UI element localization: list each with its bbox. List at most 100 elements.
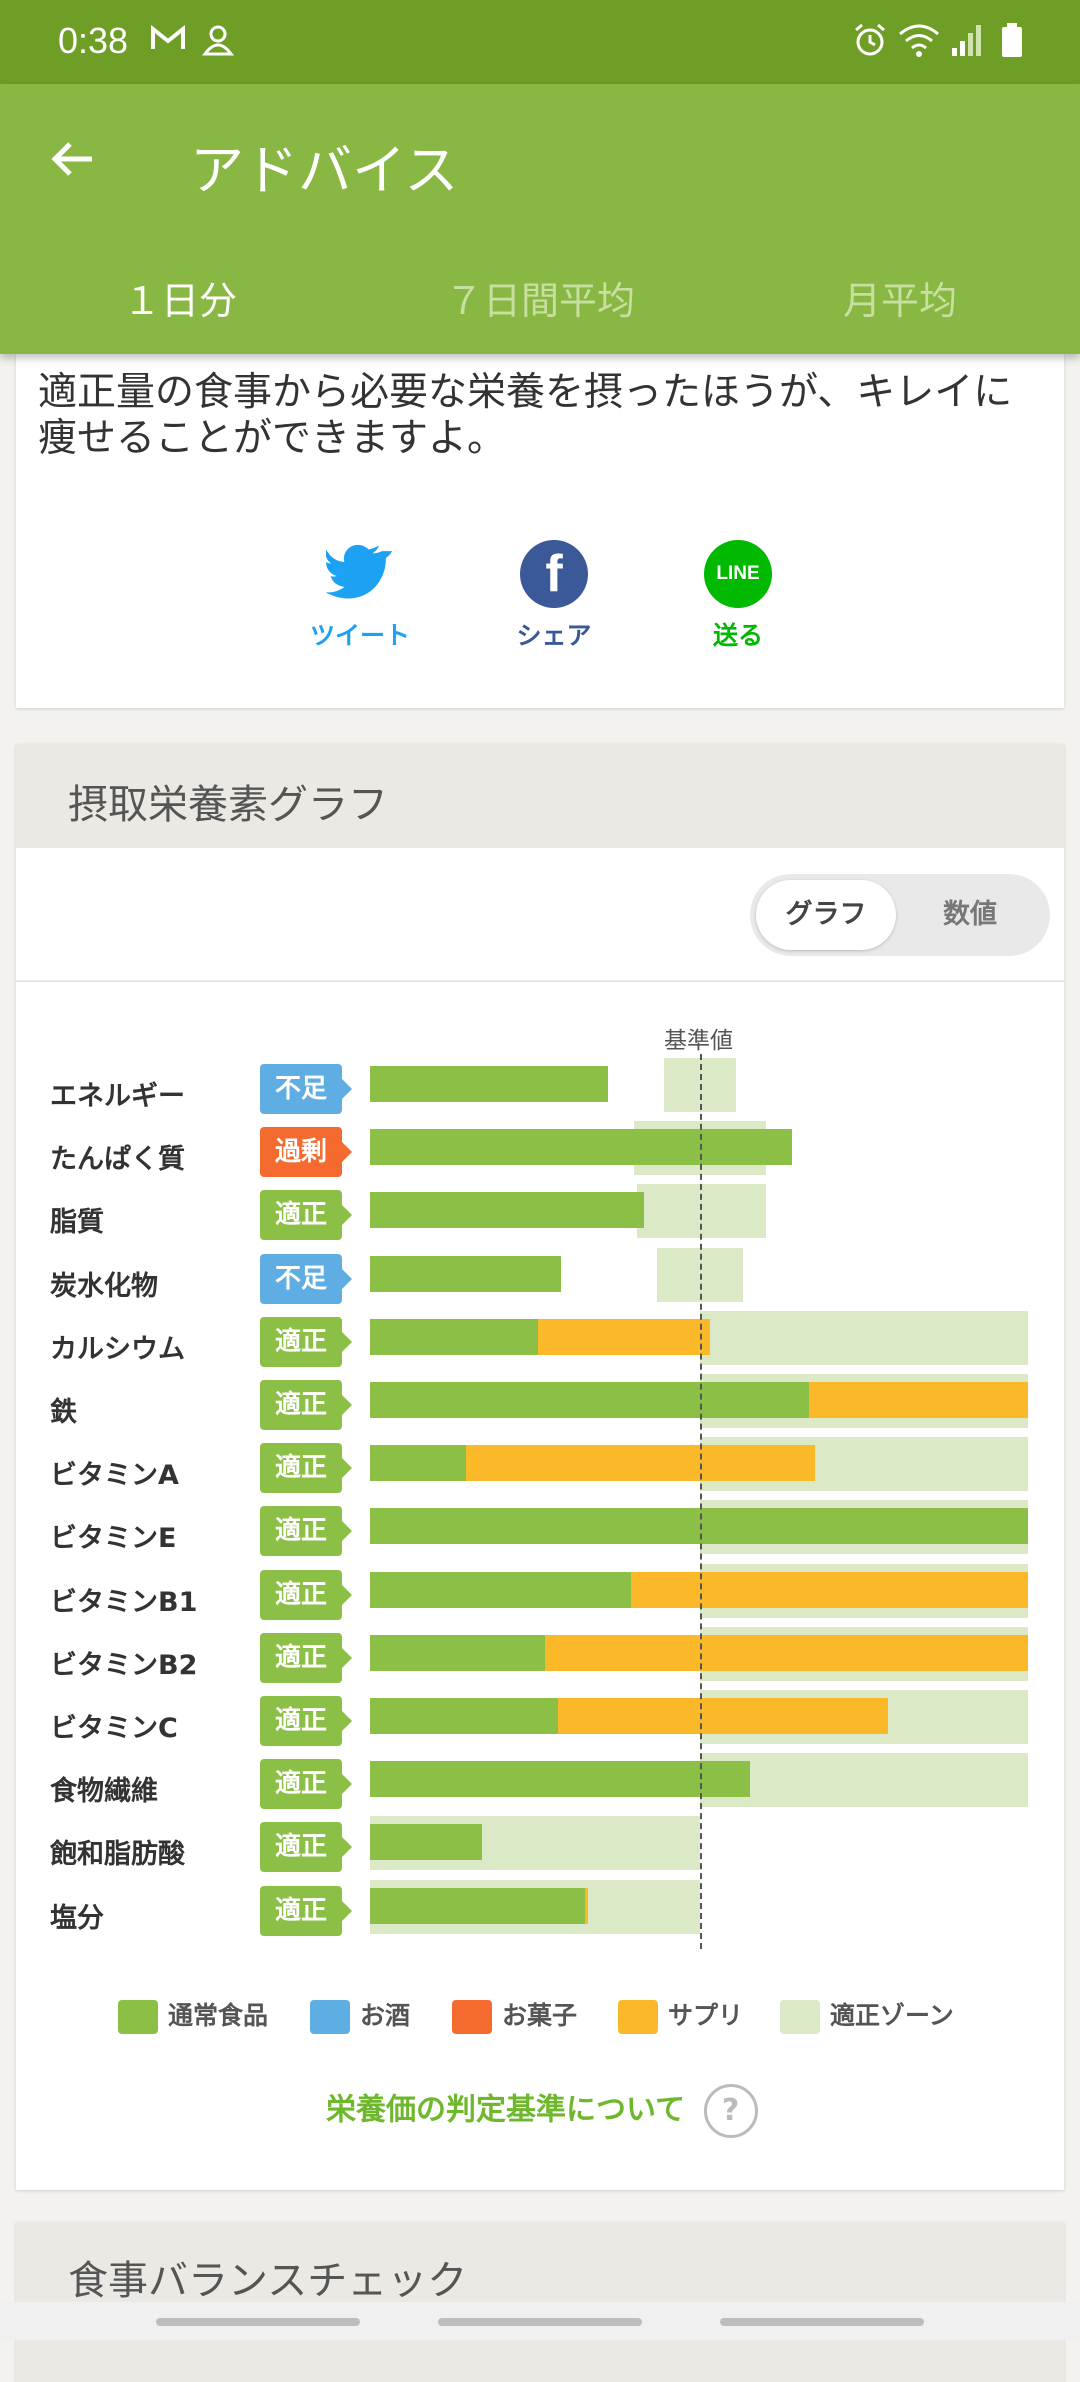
reference-value-label: 基準値 xyxy=(664,1028,733,1054)
section-title: 摂取栄養素グラフ xyxy=(68,782,388,828)
signal-icon xyxy=(950,22,984,67)
nutrient-name: ビタミンE xyxy=(50,1523,177,1555)
twitter-icon xyxy=(326,540,394,608)
view-toggle: グラフ 数値 xyxy=(750,874,1050,956)
supplement-bar xyxy=(808,1382,1028,1418)
legend-item-supplement: サプリ xyxy=(618,1996,743,2036)
nutrient-name: エネルギー xyxy=(50,1081,185,1112)
nav-home-indicator[interactable] xyxy=(438,2318,642,2326)
nutrient-name: たんぱく質 xyxy=(50,1144,185,1176)
normal-food-bar xyxy=(370,1887,585,1924)
legend-swatch xyxy=(780,2000,820,2034)
wifi-icon xyxy=(898,22,940,67)
normal-food-bar xyxy=(370,1066,608,1102)
nutrient-name: 塩分 xyxy=(50,1902,104,1934)
supplement-bar xyxy=(584,1887,588,1924)
supplement-bar xyxy=(465,1445,816,1482)
tab-daily[interactable]: １日分 xyxy=(122,279,237,323)
status-badge: 適正 xyxy=(260,1632,352,1683)
line-send-button[interactable]: LINE 送る xyxy=(668,540,808,652)
normal-food-bar xyxy=(370,1192,644,1229)
adequate-zone xyxy=(663,1058,737,1112)
legend-label: 適正ゾーン xyxy=(830,2001,954,2030)
nutrient-row: 塩分 適正 xyxy=(16,1879,1064,1948)
line-send-label: 送る xyxy=(712,621,763,650)
normal-food-bar xyxy=(370,1445,466,1482)
tweet-button[interactable]: ツイート xyxy=(290,540,430,652)
legend-swatch xyxy=(452,2000,492,2034)
numeric-view-button[interactable]: 数値 xyxy=(943,899,997,930)
app-bar: アドバイス １日分 ７日間平均 月平均 xyxy=(0,84,1080,354)
graph-view-button[interactable]: グラフ xyxy=(756,880,896,950)
nutrient-name: 脂質 xyxy=(50,1207,104,1239)
nutrient-graph-card: 摂取栄養素グラフ グラフ 数値 基準値 エネルギー 不足 たんぱく質 過剰 脂質 適正 炭水… xyxy=(16,744,1064,2190)
help-icon[interactable]: ? xyxy=(703,2084,758,2138)
advice-card: 適正量の食事から必要な栄養を摂ったほうが、キレイに痩せることができますよ。 ツイ… xyxy=(16,354,1064,708)
facebook-share-button[interactable]: f シェア xyxy=(484,540,624,652)
chart-legend: 通常食品 お酒 お菓子 サプリ 適正ゾーン xyxy=(16,1996,1064,2036)
nutrient-row: ビタミンC 適正 xyxy=(16,1690,1064,1758)
facebook-share-label: シェア xyxy=(516,621,592,650)
nutrient-row: 食物繊維 適正 xyxy=(16,1753,1064,1821)
status-badge: 適正 xyxy=(260,1443,352,1494)
tab-monthly-average[interactable]: 月平均 xyxy=(842,279,957,323)
nutrient-name: ビタミンC xyxy=(50,1713,178,1744)
status-time: 0:38 xyxy=(58,20,129,61)
nutrient-name: ビタミンA xyxy=(50,1460,179,1492)
nutrient-name: 鉄 xyxy=(50,1397,77,1428)
nutrient-row: エネルギー 不足 xyxy=(16,1058,1064,1126)
adequate-zone xyxy=(700,1310,1028,1365)
normal-food-bar xyxy=(370,1318,539,1355)
criteria-link-text[interactable]: 栄養価の判定基準について xyxy=(326,2092,686,2128)
status-bar: 0:38 xyxy=(0,0,1080,84)
legend-label: お酒 xyxy=(360,2001,411,2030)
tab-7day-average[interactable]: ７日間平均 xyxy=(444,279,635,323)
normal-food-bar xyxy=(370,1571,631,1608)
legend-label: お菓子 xyxy=(502,2001,578,2030)
nutrient-row: ビタミンE 適正 xyxy=(16,1500,1064,1568)
nutrient-row: 鉄 適正 xyxy=(16,1374,1064,1442)
legend-item-zone: 適正ゾーン xyxy=(780,1996,954,2036)
line-icon-text: LINE xyxy=(716,563,760,584)
legend-swatch xyxy=(618,2000,658,2034)
legend-item-normal-food: 通常食品 xyxy=(118,1996,268,2036)
nutrient-name: ビタミンB1 xyxy=(50,1586,198,1618)
facebook-icon: f xyxy=(520,540,588,608)
supplement-bar xyxy=(538,1318,710,1355)
nutrient-row: ビタミンB2 適正 xyxy=(16,1626,1064,1695)
nutrient-name: ビタミンB2 xyxy=(50,1649,198,1681)
divider xyxy=(16,980,1064,982)
criteria-link[interactable]: 栄養価の判定基準について ? xyxy=(326,2084,758,2138)
legend-swatch xyxy=(118,2000,158,2034)
supplement-bar xyxy=(630,1571,1028,1608)
nutrient-row: 飽和脂肪酸 適正 xyxy=(16,1816,1064,1884)
nutrient-name: 食物繊維 xyxy=(50,1776,158,1808)
status-badge: 適正 xyxy=(260,1822,352,1873)
nav-recents-indicator[interactable] xyxy=(156,2318,360,2326)
reference-line xyxy=(700,1054,702,1949)
nav-back-indicator[interactable] xyxy=(720,2318,924,2326)
line-icon: LINE xyxy=(704,540,772,608)
legend-item-snack: お菓子 xyxy=(452,1996,577,2036)
battery-icon xyxy=(1000,22,1024,67)
supplement-bar xyxy=(558,1698,889,1734)
status-badge: 適正 xyxy=(260,1316,352,1367)
nutrient-name: 飽和脂肪酸 xyxy=(50,1839,185,1871)
adequate-zone xyxy=(700,1753,1028,1808)
legend-swatch xyxy=(310,2000,350,2034)
nutrient-name: カルシウム xyxy=(50,1333,185,1365)
tweet-label: ツイート xyxy=(309,621,410,650)
back-arrow-icon[interactable] xyxy=(48,124,108,194)
page-title: アドバイス xyxy=(190,139,459,202)
normal-food-bar xyxy=(370,1761,750,1798)
status-badge: 適正 xyxy=(260,1569,352,1620)
status-badge: 適正 xyxy=(260,1380,352,1430)
normal-food-bar xyxy=(370,1824,483,1861)
normal-food-bar xyxy=(370,1698,559,1734)
normal-food-bar xyxy=(370,1382,809,1418)
legend-label: 通常食品 xyxy=(168,2001,269,2030)
status-badge: 適正 xyxy=(260,1759,352,1810)
status-badge: 適正 xyxy=(260,1190,352,1241)
status-badge: 適正 xyxy=(260,1506,352,1557)
section-title: 食事バランスチェック xyxy=(68,2258,468,2304)
